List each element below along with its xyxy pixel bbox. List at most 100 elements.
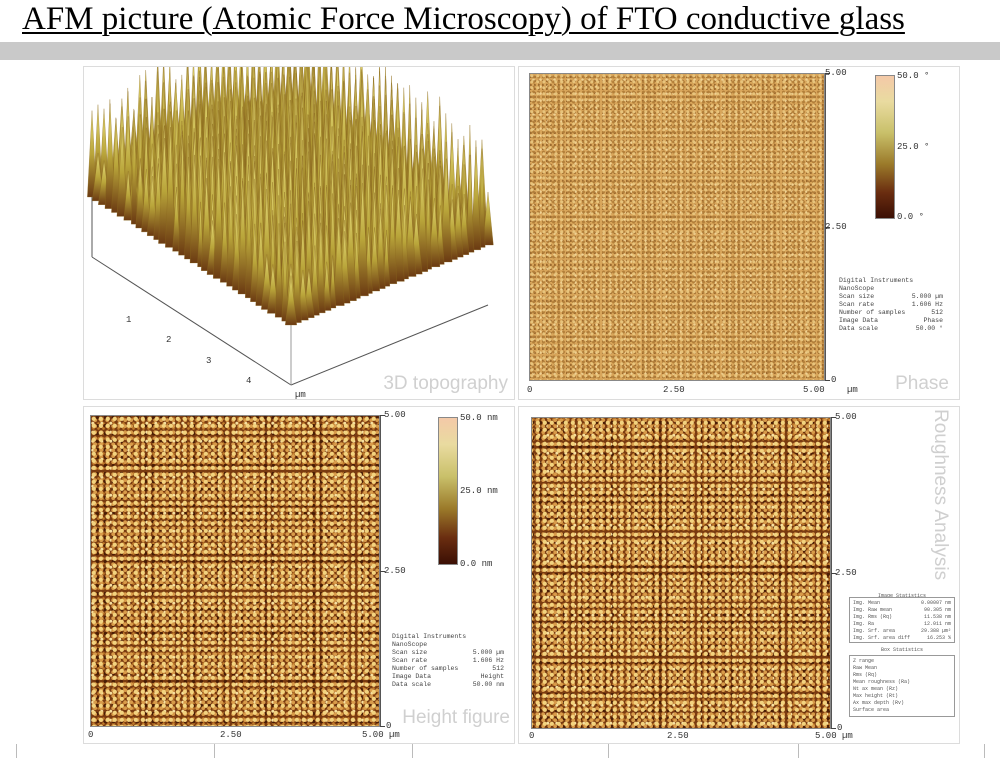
phase-scan-info: Digital Instruments NanoScope Scan size 5…: [839, 277, 943, 333]
phase-colorbar-min: 0.0 °: [897, 212, 925, 222]
stat-key: Img. Raw mean: [853, 607, 893, 613]
surface-spike: [310, 245, 320, 316]
height-info-key: Scan size: [392, 649, 428, 656]
height-x-tick-mid: 2.50: [220, 730, 242, 740]
axis-tick-1: 1: [126, 315, 131, 325]
height-info-key: Image Data: [392, 673, 432, 680]
roughness-image: [531, 417, 831, 729]
surface-spike: [482, 192, 494, 246]
box-stat-row: Rms (Rq): [853, 672, 878, 678]
roughness-y-tick-top: 5.00: [835, 412, 857, 422]
phase-image: [529, 73, 825, 381]
surface-spike: [165, 127, 176, 248]
phase-info-value: 1.606 Hz: [911, 301, 943, 308]
roughness-x-tick-mid: 2.50: [667, 731, 689, 741]
surface-spike: [387, 187, 398, 284]
phase-y-tick-mid: 2.50: [825, 222, 847, 232]
topography-panel: 1 2 3 4 µm 3D topography: [83, 66, 515, 400]
phase-colorbar-mid: 25.0 °: [897, 142, 930, 152]
height-info-value: 512: [492, 665, 504, 672]
surface-spike: [87, 110, 97, 198]
height-info-value: 1.606 Hz: [472, 657, 504, 664]
height-info-value: Height: [480, 673, 504, 680]
roughness-panel: 5.00 2.50 0 0 2.50 5.00 µm Image Statist…: [518, 406, 960, 744]
surface-spike: [116, 127, 128, 217]
box-stat-row: Ax max depth (Rv): [853, 700, 905, 706]
height-info-value: 50.00 nm: [472, 681, 504, 688]
phase-y-tick-top: 5.00: [825, 68, 847, 78]
height-image: [90, 415, 380, 727]
surface-spike: [184, 156, 193, 260]
topography-label: 3D topography: [383, 373, 508, 394]
box-stat-row: Surface area: [853, 707, 890, 713]
height-y-tick-top: 5.00: [384, 410, 406, 420]
surface-spike: [428, 198, 441, 267]
box-stat-row: Raw Mean: [853, 665, 878, 671]
box-statistics-table: Z range Raw Mean Rms (Rq) Mean roughness…: [849, 655, 955, 717]
surface-spike: [213, 158, 225, 279]
surface-spike: [220, 202, 230, 283]
height-scan-info: Digital Instruments NanoScope Scan size 5…: [392, 633, 504, 689]
phase-info-key: Scan size: [839, 293, 875, 300]
phase-x-tick-end: 5.00: [803, 385, 825, 395]
surface-spike: [471, 146, 481, 250]
height-y-tick-mid: 2.50: [384, 566, 406, 576]
stat-value: 16.253 %: [926, 635, 951, 641]
surface-spike: [375, 208, 386, 289]
axis-tick-4: 4: [246, 376, 251, 386]
surface-spike: [131, 110, 138, 225]
surface-spike: [281, 241, 289, 322]
surface-spike: [404, 196, 417, 277]
stat-value: 12.011 nm: [923, 621, 951, 627]
stat-key: Img. Ra: [853, 621, 875, 627]
image-statistics-title: Image Statistics: [877, 593, 926, 599]
height-info-value: 5.000 µm: [472, 649, 504, 656]
phase-info-value: Phase: [923, 317, 943, 324]
phase-x-tick-0: 0: [527, 385, 533, 395]
header-divider-bar: [0, 42, 1000, 60]
stat-key: Img. Mean: [853, 600, 881, 606]
height-colorbar-mid: 25.0 nm: [460, 486, 498, 496]
height-info-key: Data scale: [392, 681, 432, 688]
height-colorbar: [438, 417, 458, 565]
surface-spike: [245, 180, 253, 298]
surface-spike: [316, 222, 326, 314]
phase-info-key: Number of samples: [839, 309, 906, 316]
box-stat-row: Mean roughness (Ra): [853, 679, 911, 685]
surface-spike: [332, 218, 345, 306]
height-info-key: Number of samples: [392, 665, 459, 672]
roughness-y-tick-mid: 2.50: [835, 568, 857, 578]
height-info-title: Digital Instruments NanoScope: [392, 633, 467, 648]
phase-label: Phase: [895, 373, 949, 394]
phase-info-key: Data scale: [839, 325, 879, 332]
surface-spike: [440, 158, 453, 263]
surface-spike: [189, 154, 200, 264]
height-panel: 5.00 2.50 0 0 2.50 5.00 µm 50.0 nm 25.0 …: [83, 406, 515, 744]
surface-spike: [201, 178, 213, 271]
box-statistics-title: Box Statistics: [880, 647, 923, 653]
surface-spike: [356, 182, 369, 297]
phase-panel: 5.00 2.50 0 0 2.50 5.00 µm 50.0 ° 25.0 °…: [518, 66, 960, 400]
phase-info-key: Scan rate: [839, 301, 875, 308]
stat-value: 11.538 nm: [923, 614, 951, 620]
roughness-label: Roughness Analysis: [930, 409, 951, 581]
surface-spike: [369, 227, 380, 292]
surface-spike: [226, 186, 236, 287]
surface-spike: [329, 255, 337, 309]
height-label: Height figure: [402, 707, 510, 728]
surface-spike: [255, 223, 267, 306]
page-title: AFM picture (Atomic Force Microscopy) of…: [22, 1, 905, 37]
surface-spike: [285, 275, 297, 326]
surface-spike: [123, 171, 133, 221]
surface-spike: [135, 159, 145, 229]
roughness-y-tick-bottom: 0: [837, 723, 843, 733]
box-stat-row: Z range: [853, 658, 875, 664]
stat-key: Img. Rms (Rq): [853, 614, 893, 620]
surface-spike: [197, 201, 204, 267]
axis-tick-3: 3: [206, 356, 211, 366]
phase-colorbar-max: 50.0 °: [897, 71, 930, 81]
surface-spike: [172, 186, 181, 252]
phase-info-key: Image Data: [839, 317, 879, 324]
bottom-ruler: [0, 744, 1000, 762]
topography-surface: [87, 67, 494, 326]
